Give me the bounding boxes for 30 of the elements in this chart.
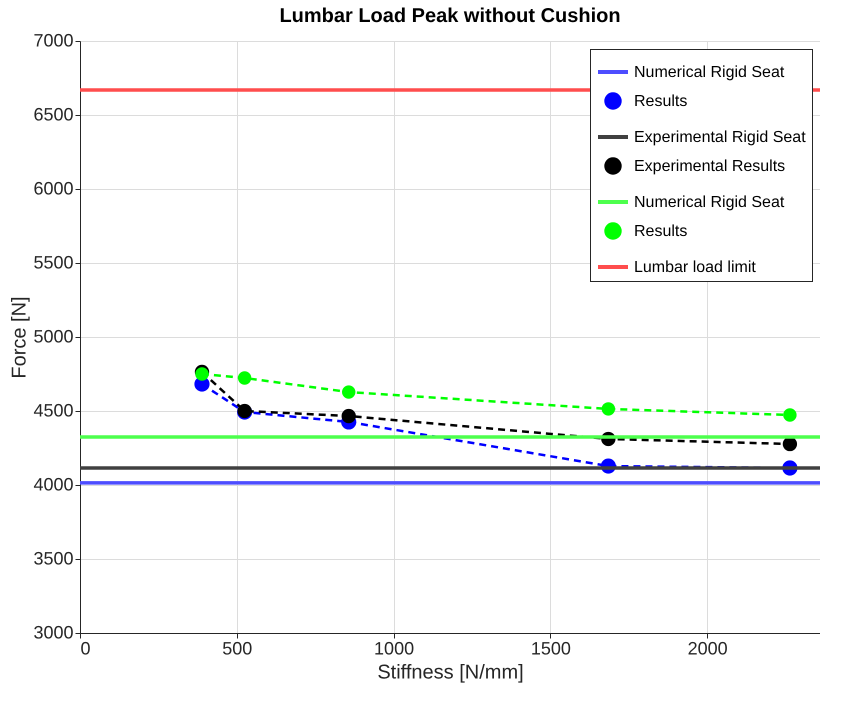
legend-label: Lumbar load limit [634, 259, 756, 276]
legend-label: Numerical Rigid Seat [634, 194, 785, 211]
point [782, 436, 798, 452]
x-axis-title: Stiffness [N/mm] [377, 662, 524, 684]
legend-label: Results [634, 93, 688, 110]
y-tick-label: 6500 [33, 104, 74, 124]
point [238, 371, 252, 385]
legend-label: Results [634, 223, 688, 240]
point [342, 385, 356, 399]
point [342, 408, 356, 424]
y-tick-label: 5000 [33, 326, 74, 346]
x-tick-label: 1500 [530, 638, 571, 658]
legend-label: Experimental Rigid Seat [634, 129, 806, 146]
y-tick-label: 3500 [33, 548, 74, 568]
y-axis-title: Force [N] [8, 296, 30, 379]
chart-title: Lumbar Load Peak without Cushion [279, 5, 621, 27]
legend-label: Numerical Rigid Seat [634, 64, 785, 81]
x-tick-label: 1000 [374, 638, 414, 658]
point [783, 408, 797, 422]
x-tick-label: 0 [80, 638, 91, 658]
y-tick-label: 5500 [33, 252, 74, 272]
x-tick-label: 500 [222, 638, 252, 658]
y-tick-label: 6000 [33, 178, 74, 198]
y-tick-label: 4500 [33, 400, 74, 420]
legend-label: Experimental Results [634, 158, 786, 175]
y-tick-label: 4000 [33, 474, 74, 494]
y-tick-label: 3000 [33, 622, 74, 642]
x-tick-label: 2000 [688, 638, 728, 658]
point [602, 402, 616, 416]
y-tick-label: 7000 [33, 30, 74, 50]
